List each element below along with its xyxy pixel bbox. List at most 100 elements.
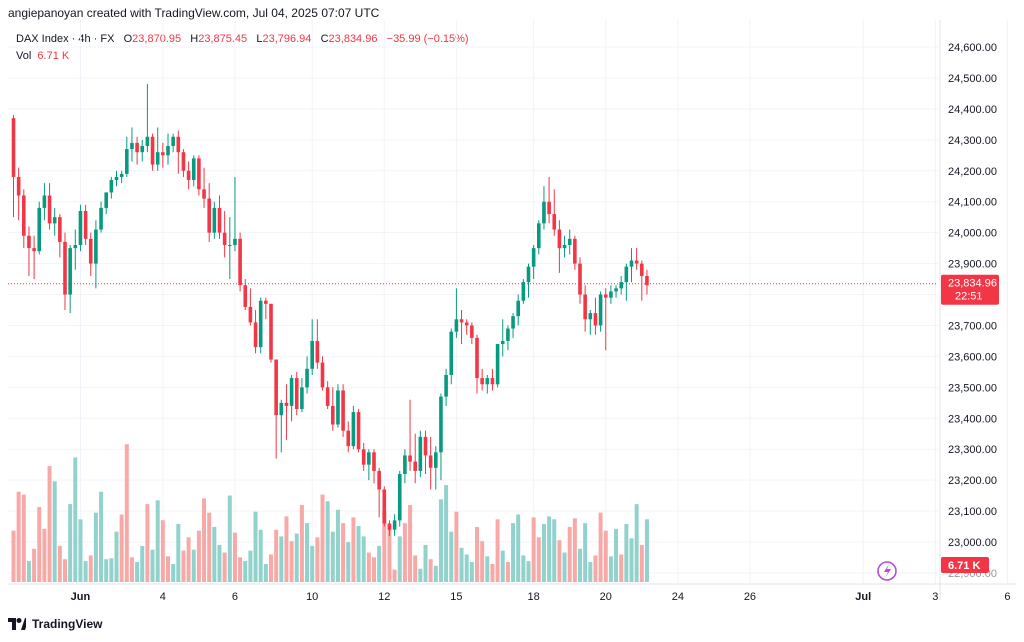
volume-bar xyxy=(449,531,454,582)
chart-grid xyxy=(8,20,1016,600)
volume-bar xyxy=(217,544,222,582)
candle xyxy=(331,387,335,431)
candle xyxy=(609,285,613,304)
volume-bar xyxy=(495,519,500,582)
candle-body xyxy=(598,294,603,326)
volume-bar xyxy=(99,491,104,582)
flash-icon[interactable] xyxy=(877,561,897,581)
candle-body xyxy=(155,152,160,165)
volume-bar xyxy=(289,541,294,582)
volume-bar xyxy=(181,550,186,582)
time-tick-label: 26 xyxy=(744,591,756,603)
candle-body xyxy=(171,136,175,147)
volume-bar xyxy=(222,552,227,582)
volume-bar xyxy=(140,545,145,582)
price-tick-label: 23,000.00 xyxy=(948,537,997,549)
candle-body xyxy=(603,294,608,298)
volume-bars xyxy=(11,444,649,582)
volume-bar xyxy=(253,511,258,582)
volume-bar xyxy=(202,498,207,582)
candle-body xyxy=(130,142,134,150)
volume-bar xyxy=(614,528,619,582)
price-tick-label: 23,100.00 xyxy=(948,506,997,518)
candle-body xyxy=(526,266,531,283)
candle xyxy=(315,319,320,369)
candle xyxy=(629,248,634,283)
price-tick-label: 24,000.00 xyxy=(948,228,997,240)
candle-body xyxy=(315,340,320,363)
candle xyxy=(63,232,67,310)
high-label: H xyxy=(190,33,199,45)
volume-bar xyxy=(536,537,541,582)
candle xyxy=(397,470,402,527)
candle xyxy=(634,248,639,270)
candle-body xyxy=(99,207,103,230)
candle xyxy=(578,257,582,304)
candle-body xyxy=(480,378,484,385)
open-value: 23,870.95 xyxy=(132,33,182,45)
candle xyxy=(552,189,557,236)
volume-bar xyxy=(232,532,237,582)
volume-bar xyxy=(269,554,273,582)
volume-bar xyxy=(397,536,402,582)
candle xyxy=(202,167,206,208)
candle xyxy=(531,245,536,280)
candle-body xyxy=(485,378,490,385)
candle-body xyxy=(475,337,479,379)
price-tick-label: 24,200.00 xyxy=(948,166,997,178)
candle-body xyxy=(294,378,299,410)
candle-body xyxy=(449,331,454,375)
symbol-name[interactable]: DAX Index · 4h · FX xyxy=(16,33,115,45)
candle-body xyxy=(542,201,546,224)
candle xyxy=(37,201,42,255)
time-axis: Jun 4 6 10 12 15 18 20 24 26 Jul 3 6 xyxy=(71,591,1011,603)
candle-body xyxy=(135,142,139,153)
candle xyxy=(150,133,155,171)
candle xyxy=(490,368,495,391)
volume-bar xyxy=(212,526,217,582)
candle-body xyxy=(331,405,335,425)
candle-body xyxy=(119,173,124,177)
volume-bar xyxy=(531,517,536,582)
candle xyxy=(104,192,108,215)
candle xyxy=(264,297,268,320)
candle-body xyxy=(418,436,423,471)
volume-bar xyxy=(227,495,232,582)
candle xyxy=(356,409,361,453)
tradingview-logo[interactable]: TradingView xyxy=(8,617,102,631)
candle-body xyxy=(634,260,639,264)
last-price-label: 23,834.96 xyxy=(948,278,997,290)
volume-bar xyxy=(438,499,443,582)
candle-body xyxy=(434,452,438,468)
candle xyxy=(459,310,464,345)
candle-body xyxy=(537,223,541,249)
volume-bar xyxy=(459,547,464,582)
candle xyxy=(114,170,119,187)
time-tick-label: 3 xyxy=(932,591,938,603)
candle xyxy=(73,229,78,270)
volume-bar xyxy=(516,514,521,582)
candle xyxy=(258,297,263,354)
candle-body xyxy=(228,245,232,247)
time-tick-label: 15 xyxy=(450,591,462,603)
candle xyxy=(207,183,211,242)
candle xyxy=(294,371,299,416)
candle xyxy=(449,328,454,385)
candle-body xyxy=(47,195,52,224)
candles xyxy=(11,84,649,536)
price-tick-label: 23,700.00 xyxy=(948,320,997,332)
volume-bar xyxy=(186,537,191,582)
volume-bar xyxy=(480,541,485,582)
candle xyxy=(310,319,314,375)
volume-bar xyxy=(37,506,42,582)
volume-bar xyxy=(119,514,124,582)
candle xyxy=(99,201,103,233)
candle-body xyxy=(73,245,78,249)
volume-bar xyxy=(238,557,243,582)
candle-body xyxy=(42,195,47,208)
volume-bar xyxy=(83,561,88,582)
volume-bar xyxy=(387,524,392,582)
candle xyxy=(243,279,248,310)
candle-body xyxy=(258,300,263,348)
